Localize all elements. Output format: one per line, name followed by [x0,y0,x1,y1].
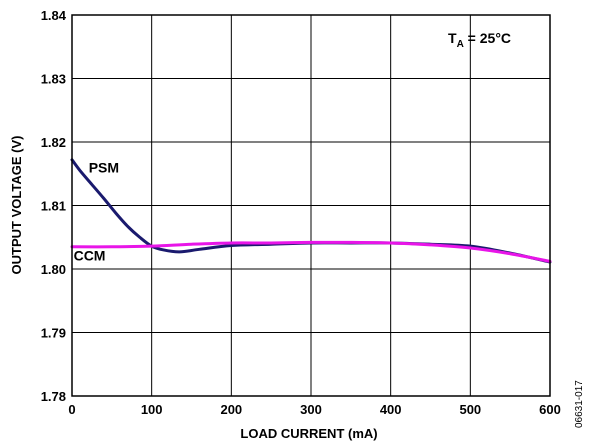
x-tick-label: 400 [380,402,402,417]
series-labels: PSM CCM [74,159,119,263]
x-tick-label: 100 [141,402,163,417]
plot-frame [71,14,551,397]
x-tick-label: 600 [539,402,561,417]
x-tick-labels: 0 100 200 300 400 500 600 [68,402,560,417]
y-tick-label: 1.81 [41,199,66,214]
y-axis-label: OUTPUT VOLTAGE (V) [9,136,24,275]
x-tick-label: 500 [459,402,481,417]
y-tick-label: 1.84 [41,8,67,23]
series-lines [70,158,552,264]
condition-label-prefix: T [448,30,457,46]
x-tick-label: 200 [220,402,242,417]
x-tick-label: 0 [68,402,75,417]
figure-id: 06631-017 [574,380,585,428]
condition-label-subscript: A [457,39,464,50]
condition-label: TA = 25°C [448,30,511,50]
condition-label-suffix: = 25°C [464,30,511,46]
x-tick-label: 300 [300,402,322,417]
series-label-ccm: CCM [74,248,106,264]
series-line-ccm [70,240,552,263]
y-tick-label: 1.80 [41,262,66,277]
series-label-psm: PSM [89,159,119,175]
grid [71,14,551,397]
y-tick-label: 1.82 [41,135,66,150]
y-tick-labels: 1.78 1.79 1.80 1.81 1.82 1.83 1.84 [41,8,67,404]
x-axis-label: LOAD CURRENT (mA) [240,426,377,441]
y-tick-label: 1.79 [41,326,66,341]
y-tick-label: 1.83 [41,72,66,87]
y-tick-label: 1.78 [41,389,66,404]
